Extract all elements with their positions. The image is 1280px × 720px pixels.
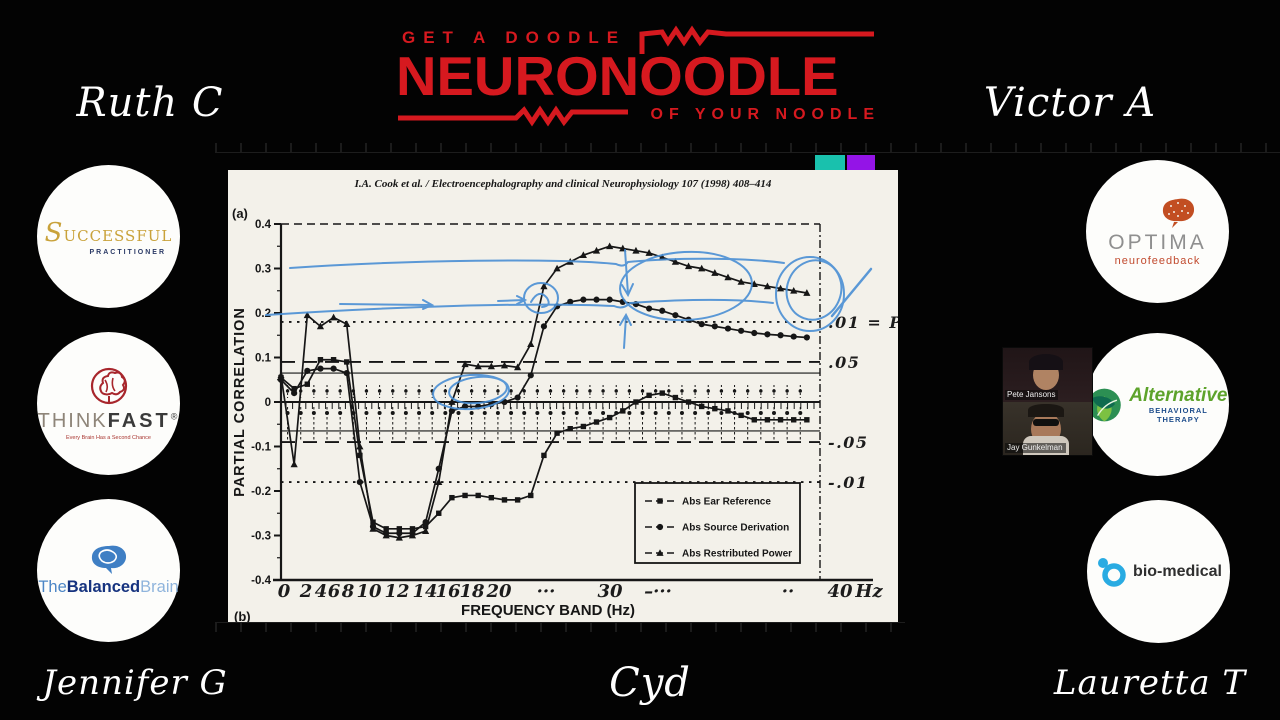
participant-name-ruth: Ruth C — [76, 80, 224, 126]
practitioner-wordmark: PRACTITIONER — [89, 248, 166, 256]
canvas-grid-top — [215, 143, 1280, 153]
participant-name-cyd: Cyd — [609, 660, 691, 706]
panel-label-b: (b) — [234, 609, 251, 622]
sponsor-thinkfast: THINKFAST® Every Brain Has a Second Chan… — [37, 332, 180, 475]
pen-color-swatch-teal[interactable] — [815, 155, 845, 172]
logo-zigzag-decoration — [398, 25, 874, 127]
participant-name-victor: Victor A — [983, 80, 1157, 126]
optima-wordmark: OPTIMA — [1108, 230, 1207, 254]
webcam-label-pete: Pete Jansons — [1005, 389, 1059, 400]
legend-label: Abs Ear Reference — [682, 497, 771, 508]
x-tick-label: 14 — [412, 581, 437, 602]
jay-sunglasses — [1033, 418, 1059, 426]
webcam-label-jay: Jay Gunkelman — [1005, 443, 1066, 453]
sponsor-optima-neurofeedback: OPTIMA neurofeedback — [1086, 160, 1229, 303]
sponsor-successful-practitioner: SUCCESSFUL PRACTITIONER — [37, 165, 180, 308]
handwritten-p-value: .01 = P — [828, 313, 898, 332]
bio-medical-wordmark: bio-medical — [1133, 562, 1222, 580]
thinkfast-brain-icon — [90, 367, 127, 405]
thinkfast-tagline: Every Brain Has a Second Chance — [66, 435, 151, 441]
y-tick-label: -0.1 — [251, 442, 271, 454]
webcam-top-pete: Pete Jansons — [1003, 348, 1092, 402]
legend: Abs Ear Reference Abs Source Derivation Ab… — [634, 482, 801, 564]
canvas-grid-bottom — [215, 622, 905, 632]
x-tick-label: 30 — [597, 581, 623, 602]
x-tick-label: 18 — [459, 581, 485, 602]
sponsor-balanced-brain: TheBalancedBrain — [37, 499, 180, 642]
x-tick-label: 8 — [341, 581, 355, 602]
optima-subtitle: neurofeedback — [1114, 254, 1201, 267]
webcam-thumbnail[interactable]: Pete Jansons Jay Gunkelman — [1003, 348, 1092, 455]
panel-label-a: (a) — [232, 206, 248, 221]
handwritten-p-value: .05 — [828, 353, 860, 372]
jay-cap — [1028, 403, 1064, 417]
y-axis-title: PARTIAL CORRELATION — [232, 307, 248, 497]
series-abs-restributed-power — [277, 242, 811, 541]
logo-wordmark: NEURONOODLE — [396, 45, 839, 107]
y-tick-label: -0.4 — [251, 575, 271, 587]
balanced-brain-icon — [91, 545, 126, 574]
pete-headphones — [1029, 354, 1063, 370]
x-tick-label: 16 — [435, 581, 461, 602]
y-tick-label: -0.2 — [251, 486, 271, 498]
sponsor-alternative-behavioral-therapy: Alternative BEHAVIORAL THERAPY — [1086, 333, 1229, 476]
x-tick-label: 12 — [384, 581, 409, 602]
y-tick-label: 0.3 — [255, 264, 271, 276]
alternative-leaf-globe-icon — [1087, 388, 1121, 421]
pen-color-swatch-purple[interactable] — [847, 155, 875, 172]
x-tick-label: 0 — [278, 581, 291, 602]
y-tick-label: 0.1 — [255, 353, 272, 365]
y-tick-label: 0.2 — [255, 308, 271, 320]
logo-tagline-top: GET A DOODLE — [402, 28, 627, 47]
handwritten-p-value: -.05 — [828, 433, 868, 452]
alternative-wordmark: Alternative — [1129, 384, 1228, 406]
optima-brain-icon — [1162, 198, 1194, 228]
x-axis-title: FREQUENCY BAND (Hz) — [461, 602, 635, 619]
participant-name-lauretta: Lauretta T — [1053, 663, 1247, 703]
legend-label: Abs Restributed Power — [682, 549, 792, 560]
x-tick-label: 4 — [315, 581, 328, 602]
pen-annotations — [265, 249, 873, 411]
x-tick-label: ··· — [537, 581, 556, 602]
webcam-bottom-jay: Jay Gunkelman — [1003, 401, 1092, 455]
participant-name-jennifer: Jennifer G — [42, 663, 228, 703]
x-tick-label: 10 — [356, 581, 382, 602]
x-tick-label: ·· — [782, 581, 795, 602]
partial-correlation-chart: I.A. Cook et al. / Electroencephalograph… — [232, 178, 901, 624]
x-tick-label: 6 — [328, 581, 341, 602]
x-tick-label: 20 — [485, 581, 512, 602]
x-tick-label: 2 — [299, 581, 313, 602]
successful-wordmark: SUCCESSFUL — [44, 217, 173, 248]
y-tick-label: -0.3 — [251, 531, 271, 543]
x-tick-label: 40 — [827, 581, 853, 602]
y-tick-label: 0 — [265, 397, 271, 409]
y-tick-label: 0.4 — [255, 219, 272, 231]
thinkfast-wordmark: THINKFAST® — [37, 410, 180, 432]
alternative-subtitle: BEHAVIORAL THERAPY — [1148, 405, 1208, 424]
sponsor-bio-medical: bio-medical — [1087, 500, 1230, 643]
legend-label: Abs Source Derivation — [682, 523, 789, 534]
neuronoodle-logo: GET A DOODLE NEURONOODLE OF YOUR NOODLE — [396, 18, 882, 130]
x-tick-label: Hz — [854, 581, 883, 602]
logo-tagline-bottom: OF YOUR NOODLE — [650, 106, 880, 123]
figure-citation: I.A. Cook et al. / Electroencephalograph… — [354, 178, 772, 190]
shared-paper-figure[interactable]: I.A. Cook et al. / Electroencephalograph… — [228, 170, 901, 624]
balanced-brain-wordmark: TheBalancedBrain — [38, 578, 179, 596]
handwritten-p-value: -.01 — [828, 473, 868, 492]
bio-medical-icon — [1098, 557, 1126, 587]
x-tick-label: –··· — [644, 581, 672, 602]
